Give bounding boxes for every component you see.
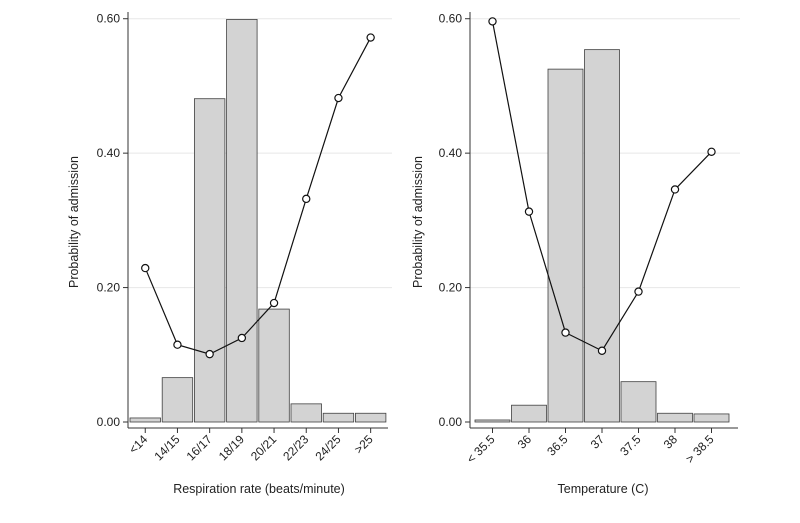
temperature-y-axis-label: Probability of admission <box>411 156 425 288</box>
temperature-probability-point <box>707 147 716 157</box>
temperature-x-tick-label: < 35.5 <box>464 432 498 466</box>
respiration-probability-point <box>269 298 279 308</box>
temperature-x-tick-label: 36 <box>515 432 535 452</box>
respiration-y-tick-label: 0.00 <box>97 415 121 429</box>
respiration-bars <box>129 18 387 423</box>
temperature-x-tick-label: 36.5 <box>544 432 571 459</box>
respiration-probability-point <box>302 194 311 204</box>
temperature-y-tick-label: 0.40 <box>439 146 463 160</box>
temperature-x-tick-label: > 38.5 <box>683 432 717 466</box>
temperature-y-tick-labels: 0.00 0.20 0.40 0.60 <box>439 12 463 429</box>
respiration-x-tick-label: 22/23 <box>280 432 311 463</box>
temperature-probability-point <box>561 328 570 337</box>
respiration-x-tick-label: 18/19 <box>216 432 247 463</box>
temperature-probability-point <box>488 17 497 26</box>
respiration-x-tick-label: 14/15 <box>151 432 182 463</box>
respiration-rate-chart: 0.00 0.20 0.40 0.60 <14 14/15 16/17 18/1… <box>67 12 392 496</box>
respiration-x-tick-label: 24/25 <box>312 432 343 463</box>
respiration-y-tick-label: 0.60 <box>97 12 121 26</box>
respiration-probability-point <box>366 33 375 42</box>
temperature-x-tick-labels: < 35.5 36 36.5 37 37.5 38 > 38.5 <box>464 432 717 466</box>
respiration-x-tick-label: >25 <box>351 432 376 457</box>
temperature-chart: 0.00 0.20 0.40 0.60 < 35.5 36 36.5 37 37… <box>411 12 740 496</box>
temperature-x-axis-label: Temperature (C) <box>558 482 649 496</box>
respiration-probability-point <box>334 93 343 103</box>
respiration-x-tick-label: 20/21 <box>248 432 279 463</box>
temperature-x-tick-label: 37 <box>588 432 608 452</box>
respiration-probability-points <box>141 33 375 359</box>
respiration-y-axis-label: Probability of admission <box>67 156 81 288</box>
temperature-probability-point <box>670 185 680 194</box>
temperature-x-tick-marks <box>492 428 712 433</box>
respiration-x-tick-label: <14 <box>126 432 151 457</box>
temperature-bar <box>474 419 511 423</box>
respiration-bar <box>193 98 226 423</box>
temperature-x-tick-label: 37.5 <box>617 432 644 459</box>
temperature-x-tick-label: 38 <box>661 432 681 452</box>
respiration-bar <box>258 308 290 423</box>
respiration-probability-point <box>205 349 214 359</box>
respiration-y-tick-label: 0.40 <box>97 146 121 160</box>
respiration-bar <box>129 417 161 423</box>
temperature-bar <box>657 412 693 423</box>
respiration-probability-point <box>173 340 182 349</box>
respiration-x-tick-label: 16/17 <box>184 432 215 463</box>
temperature-y-tick-label: 0.20 <box>439 281 463 295</box>
respiration-bar <box>322 412 355 423</box>
respiration-probability-point <box>237 333 247 343</box>
temperature-probability-point <box>524 207 534 216</box>
respiration-y-tick-label: 0.20 <box>97 281 121 295</box>
temperature-probability-point <box>597 346 607 355</box>
respiration-y-tick-marks <box>123 18 128 423</box>
temperature-bar <box>511 404 547 423</box>
temperature-bars <box>474 49 730 423</box>
temperature-y-tick-label: 0.00 <box>439 415 463 429</box>
respiration-y-tick-labels: 0.00 0.20 0.40 0.60 <box>97 12 121 429</box>
respiration-x-tick-labels: <14 14/15 16/17 18/19 20/21 22/23 24/25 … <box>126 432 376 463</box>
respiration-probability-point <box>141 263 150 273</box>
respiration-x-tick-marks <box>144 428 372 433</box>
respiration-bar <box>354 412 387 423</box>
respiration-gridlines <box>128 18 392 289</box>
temperature-bar <box>547 68 584 423</box>
respiration-bar <box>161 377 194 423</box>
respiration-probability-line <box>144 37 372 355</box>
temperature-probability-points <box>488 17 716 355</box>
temperature-y-tick-label: 0.60 <box>439 12 463 26</box>
temperature-probability-point <box>634 287 643 296</box>
respiration-x-axis-label: Respiration rate (beats/minute) <box>173 482 345 496</box>
temperature-bar <box>693 413 730 423</box>
temperature-bar <box>620 381 657 423</box>
temperature-bar <box>584 49 620 423</box>
temperature-y-tick-marks <box>465 18 470 423</box>
respiration-bar <box>290 403 322 423</box>
respiration-bar <box>226 18 258 423</box>
